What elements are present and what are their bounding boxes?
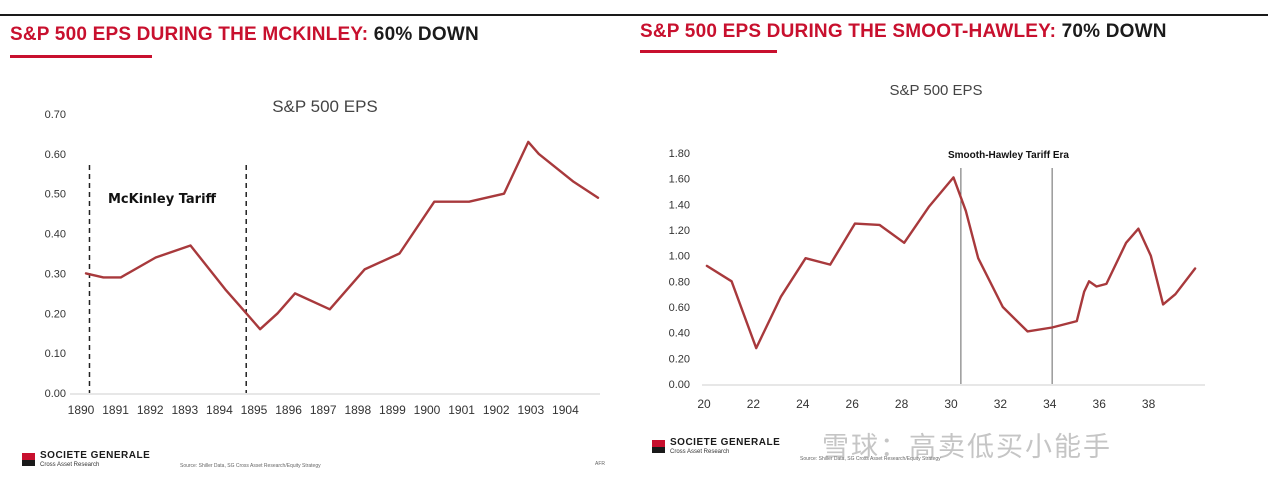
x-tick-label: 1901	[448, 403, 475, 417]
right-panel: S&P 500 EPS DURING THE SMOOT-HAWLEY: 70%…	[630, 0, 1268, 488]
y-tick-label: 1.80	[669, 148, 690, 160]
x-tick-label: 1903	[517, 403, 544, 417]
left-logo-name: SOCIETE GENERALE	[40, 450, 151, 461]
y-tick-label: 0.00	[669, 379, 690, 391]
right-heading: S&P 500 EPS DURING THE SMOOT-HAWLEY: 70%…	[640, 21, 1167, 43]
left-source-note: Source: Shiller Data, SG Cross Asset Res…	[180, 463, 321, 469]
y-tick-label: 0.60	[669, 302, 690, 314]
y-tick-label: 1.40	[669, 199, 690, 211]
x-tick-label: 1897	[310, 403, 337, 417]
y-tick-label: 1.20	[669, 225, 690, 237]
x-tick-label: 32	[994, 397, 1008, 411]
top-rule	[0, 14, 1268, 16]
left-heading-dark: 60% DOWN	[368, 24, 479, 45]
left-heading-underline	[10, 55, 152, 58]
x-tick-label: 1894	[206, 403, 233, 417]
left-heading-red: S&P 500 EPS DURING THE MCKINLEY:	[10, 24, 369, 45]
eps-series-line	[705, 176, 1197, 350]
y-tick-label: 0.80	[669, 276, 690, 288]
x-tick-label: 24	[796, 397, 810, 411]
y-tick-label: 0.50	[45, 189, 66, 201]
x-tick-label: 36	[1093, 397, 1107, 411]
x-tick-label: 1891	[102, 403, 129, 417]
y-tick-label: 0.30	[45, 268, 66, 280]
y-tick-label: 0.60	[45, 149, 66, 161]
left-corner-note: AFR	[595, 461, 605, 467]
right-eps-chart: S&P 500 EPS 0.00 0.20 0.40 0.60 0.80 1.00 1.20 1…	[669, 82, 1205, 411]
left-panel: S&P 500 EPS DURING THE MCKINLEY: 60% DOW…	[0, 0, 630, 488]
right-logo-sub: Cross Asset Research	[670, 449, 730, 455]
right-logo: SOCIETE GENERALE Cross Asset Research	[652, 438, 780, 455]
right-logo-name: SOCIETE GENERALE	[670, 437, 781, 448]
x-tick-label: 1890	[68, 403, 95, 417]
left-logo: SOCIETE GENERALE Cross Asset Research	[22, 451, 150, 468]
tariff-annotation: Smooth-Hawley Tariff Era	[948, 150, 1069, 161]
societe-generale-logo-icon	[652, 440, 665, 453]
x-tick-label: 1900	[414, 403, 441, 417]
right-source-note: Source: Shiller Data, SG Cross Asset Res…	[800, 456, 941, 462]
y-tick-label: 0.40	[45, 229, 66, 241]
tariff-annotation: McKinley Tariff	[108, 192, 217, 207]
x-tick-label: 1895	[241, 403, 268, 417]
y-tick-label: 1.00	[669, 251, 690, 263]
x-tick-label: 34	[1043, 397, 1057, 411]
x-tick-label: 1904	[552, 403, 579, 417]
x-tick-label: 1899	[379, 403, 406, 417]
x-tick-label: 1896	[275, 403, 302, 417]
left-heading: S&P 500 EPS DURING THE MCKINLEY: 60% DOW…	[10, 24, 479, 46]
left-eps-chart: S&P 500 EPS 0.00 0.10 0.20 0.30 0.40 0.50 0.60 0…	[45, 97, 600, 417]
x-tick-label: 1902	[483, 403, 510, 417]
x-tick-label: 1898	[344, 403, 371, 417]
right-heading-red: S&P 500 EPS DURING THE SMOOT-HAWLEY:	[640, 21, 1057, 42]
y-tick-label: 0.20	[669, 353, 690, 365]
y-tick-label: 0.10	[45, 348, 66, 360]
y-tick-label: 0.00	[45, 388, 66, 400]
x-tick-label: 20	[697, 397, 711, 411]
chart-title: S&P 500 EPS	[889, 82, 982, 99]
x-tick-label: 26	[846, 397, 860, 411]
x-tick-label: 22	[747, 397, 761, 411]
y-tick-label: 1.60	[669, 174, 690, 186]
x-tick-label: 1893	[171, 403, 198, 417]
left-logo-sub: Cross Asset Research	[40, 462, 100, 468]
right-heading-underline	[640, 50, 777, 53]
right-heading-dark: 70% DOWN	[1056, 21, 1167, 42]
y-tick-label: 0.40	[669, 328, 690, 340]
eps-series-line	[84, 140, 600, 331]
societe-generale-logo-icon	[22, 453, 35, 466]
x-tick-label: 1892	[137, 403, 164, 417]
y-tick-label: 0.20	[45, 308, 66, 320]
x-tick-label: 28	[895, 397, 909, 411]
chart-title: S&P 500 EPS	[272, 97, 378, 116]
x-tick-label: 30	[944, 397, 958, 411]
watermark-text: 雪球：高卖低买小能手	[822, 432, 1112, 463]
y-tick-label: 0.70	[45, 109, 66, 121]
x-tick-label: 38	[1142, 397, 1156, 411]
